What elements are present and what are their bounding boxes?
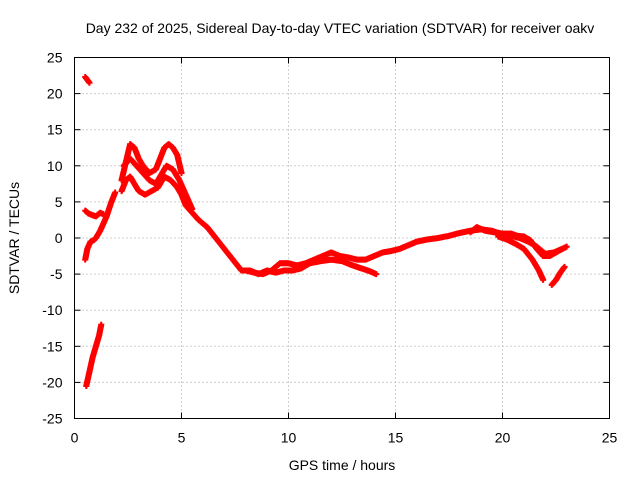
series-seg-g [120, 155, 196, 213]
x-tick-label: 0 [71, 430, 79, 446]
y-tick-label: -20 [42, 374, 62, 390]
series-seg-k [548, 263, 568, 288]
y-tick-labels: -25 -20 -15 -10 -5 0 5 10 15 20 25 [42, 50, 62, 427]
data-point [373, 271, 380, 278]
series-seg-a [82, 73, 93, 86]
x-tick-label: 20 [495, 430, 511, 446]
series-seg-e [118, 173, 380, 278]
data-point [100, 211, 107, 218]
data-point [559, 245, 566, 252]
y-tick-label: 15 [47, 122, 63, 138]
chart-title: Day 232 of 2025, Sidereal Day-to-day VTE… [86, 20, 595, 36]
series-seg-j [495, 233, 547, 283]
data-point [98, 321, 105, 328]
y-tick-label: 10 [47, 158, 63, 174]
plot-frame [74, 57, 610, 419]
x-axis-label: GPS time / hours [289, 457, 396, 473]
y-tick-label: 25 [47, 50, 63, 66]
y-tick-label: 5 [55, 194, 63, 210]
x-tick-label: 10 [281, 430, 297, 446]
y-tick-label: -5 [50, 266, 63, 282]
data-point [112, 189, 119, 196]
series-seg-b [83, 321, 105, 390]
y-tick-label: -15 [42, 338, 62, 354]
series-seg-c [82, 189, 119, 263]
data-point [189, 206, 196, 213]
x-tick-label: 5 [178, 430, 186, 446]
series-seg-i [467, 224, 566, 260]
data-point [178, 170, 185, 177]
data-point [561, 263, 568, 270]
y-tick-label: -25 [42, 411, 62, 427]
data-points [82, 73, 570, 390]
y-tick-label: 20 [47, 86, 63, 102]
x-tick-label: 15 [388, 430, 404, 446]
data-point [540, 276, 547, 283]
series-seg-d [82, 207, 107, 220]
y-tick-label: -10 [42, 302, 62, 318]
data-point [563, 243, 570, 250]
y-axis-label: SDTVAR / TECUs [6, 182, 22, 294]
x-tick-label: 25 [602, 430, 618, 446]
y-tick-label: 0 [55, 230, 63, 246]
data-point [86, 79, 93, 86]
x-tick-labels: 0 5 10 15 20 25 [71, 430, 618, 446]
